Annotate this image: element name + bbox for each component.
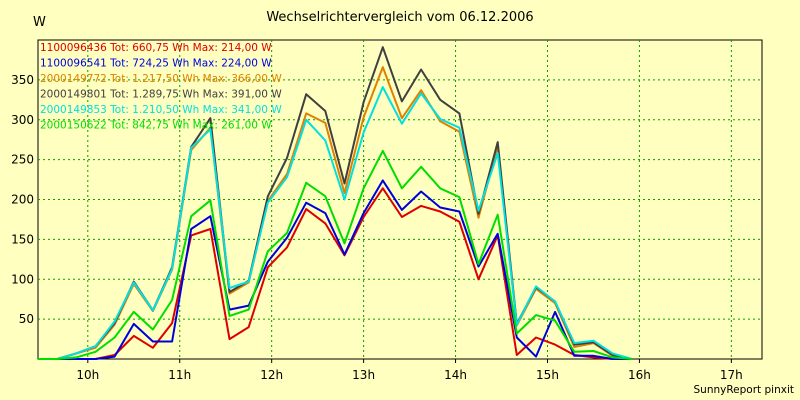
legend-entry: 2000149801 Tot: 1.289,75 Wh Max: 391,00 …: [40, 89, 282, 101]
x-tick-label: 17h: [720, 368, 743, 382]
x-tick-label: 15h: [536, 368, 559, 382]
x-tick-label: 14h: [444, 368, 467, 382]
legend-entry: 1100096436 Tot: 660,75 Wh Max: 214,00 W: [40, 42, 272, 54]
x-tick-label: 11h: [168, 368, 191, 382]
x-tick-label: 13h: [352, 368, 375, 382]
legend-entry: 2000149853 Tot: 1.210,50 Wh Max: 341,00 …: [40, 104, 282, 116]
series-line: [38, 179, 632, 360]
y-tick-label: 100: [11, 272, 34, 286]
y-tick-label: 150: [11, 232, 34, 246]
y-axis-unit-label: W: [33, 15, 46, 30]
footer-credit: SunnyReport pinxit: [693, 384, 794, 396]
y-tick-label: 200: [11, 193, 34, 207]
x-tick-label: 12h: [260, 368, 283, 382]
x-tick-label: 16h: [628, 368, 651, 382]
series-line: [38, 86, 633, 360]
y-tick-label: 350: [11, 73, 34, 87]
legend-entry: 1100096541 Tot: 724,25 Wh Max: 224,00 W: [40, 58, 272, 70]
series-line: [38, 149, 632, 360]
series-line: [38, 187, 632, 360]
legend-entry: 2000150622 Tot: 842,75 Wh Max: 261,00 W: [40, 120, 272, 132]
y-tick-label: 250: [11, 153, 34, 167]
y-tick-label: 50: [19, 312, 34, 326]
chart-title: Wechselrichtervergleich vom 06.12.2006: [266, 10, 534, 25]
legend-entry: 2000149772 Tot: 1.217,50 Wh Max: 366,00 …: [40, 73, 282, 85]
y-tick-label: 300: [11, 113, 34, 127]
x-tick-label: 10h: [76, 368, 99, 382]
